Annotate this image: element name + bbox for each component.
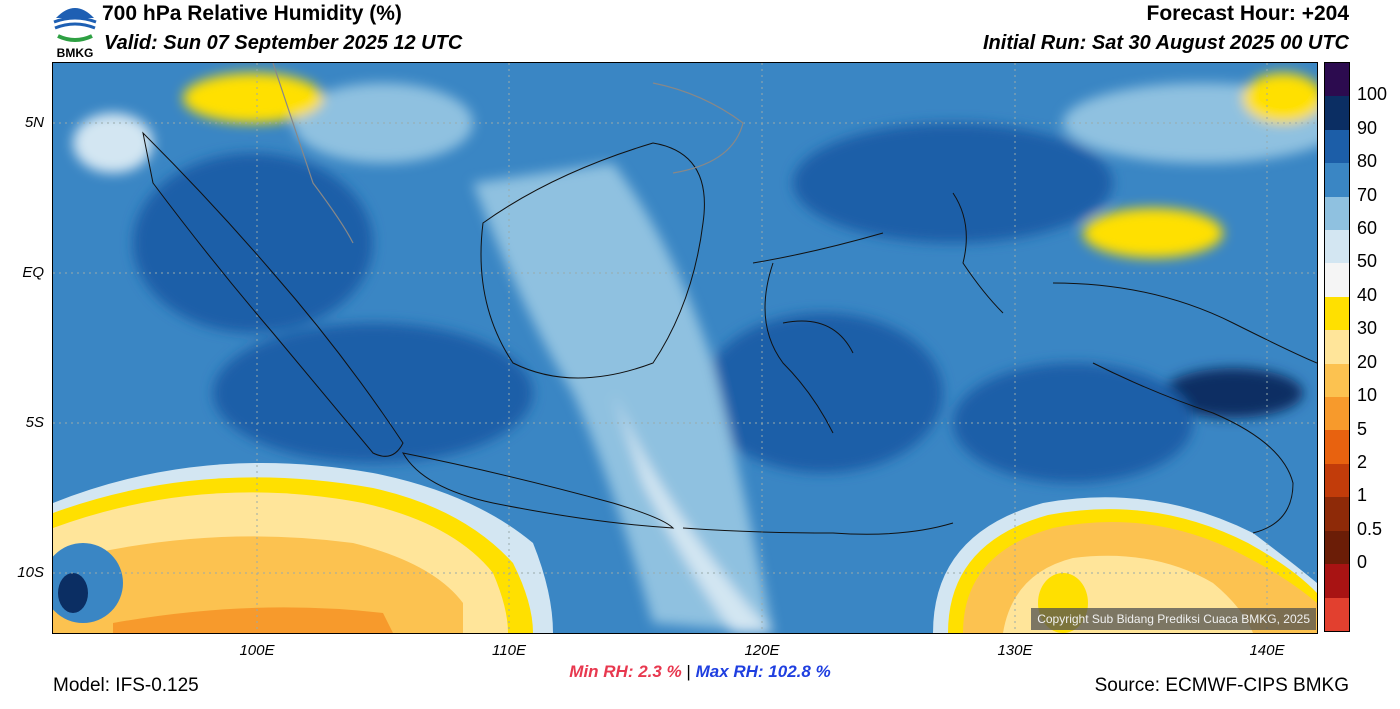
- colorbar-segment: [1325, 330, 1349, 364]
- lon-label-120e: 120E: [744, 642, 780, 659]
- colorbar-segment: [1325, 96, 1349, 130]
- colorbar-segment: [1325, 564, 1349, 598]
- colorbar-label: 5: [1357, 418, 1368, 439]
- copyright-note: Copyright Sub Bidang Prediksi Cuaca BMKG…: [1031, 608, 1316, 630]
- nusa-tenggara-outline: [682, 522, 954, 535]
- colorbar-label: 60: [1357, 218, 1378, 239]
- min-rh: Min RH: 2.3 %: [569, 662, 682, 681]
- colorbar-segment: [1325, 430, 1349, 464]
- colorbar-label: 0.5: [1357, 518, 1383, 539]
- sulawesi-outline: [752, 232, 884, 434]
- lat-label-10s: 10S: [17, 564, 44, 581]
- colorbar-label: 30: [1357, 318, 1378, 339]
- bmkg-logo: BMKG: [50, 0, 100, 60]
- colorbar-segment: [1325, 196, 1349, 231]
- papua-outline: [1052, 282, 1317, 534]
- lon-label-110e: 110E: [492, 642, 526, 659]
- colorbar-label: 1: [1357, 485, 1368, 506]
- colorbar-label: 80: [1357, 151, 1378, 172]
- colorbar-label: 20: [1357, 351, 1378, 372]
- colorbar-segment: [1325, 463, 1349, 498]
- colorbar: [1324, 62, 1350, 632]
- sumatra-outline: [142, 131, 404, 457]
- source-label: Source: ECMWF-CIPS BMKG: [1094, 675, 1349, 696]
- colorbar-segment: [1325, 497, 1349, 531]
- logo-text: BMKG: [57, 46, 94, 60]
- max-rh: Max RH: 102.8 %: [695, 662, 831, 681]
- colorbar-label: 2: [1357, 451, 1368, 472]
- lon-label-140e: 140E: [1249, 642, 1285, 659]
- lon-label-100e: 100E: [239, 642, 275, 659]
- colorbar-label: 10: [1357, 385, 1378, 406]
- colorbar-segment: [1325, 363, 1349, 398]
- colorbar-segment: [1325, 230, 1349, 264]
- colorbar-label: 0: [1357, 552, 1368, 573]
- colorbar-segment: [1325, 530, 1349, 565]
- colorbar-segment: [1325, 129, 1349, 164]
- colorbar-segment: [1325, 296, 1349, 331]
- rh-stats: Min RH: 2.3 % | Max RH: 102.8 %: [0, 662, 1400, 682]
- java-outline: [402, 452, 675, 529]
- humidity-map: [52, 62, 1318, 634]
- colorbar-segment: [1325, 163, 1349, 197]
- halmahera-outline: [952, 192, 1004, 314]
- map-title: 700 hPa Relative Humidity (%): [102, 2, 402, 25]
- colorbar-segment: [1325, 597, 1349, 631]
- colorbar-label: 100: [1357, 84, 1388, 105]
- borneo-outline: [480, 142, 705, 379]
- valid-time: Valid: Sun 07 September 2025 12 UTC: [104, 32, 463, 54]
- lon-label-130e: 130E: [997, 642, 1033, 659]
- lat-label-5s: 5S: [25, 414, 44, 431]
- model-label: Model: IFS-0.125: [53, 675, 199, 696]
- colorbar-label: 90: [1357, 117, 1378, 138]
- initial-run: Initial Run: Sat 30 August 2025 00 UTC: [982, 32, 1349, 54]
- colorbar-label: 40: [1357, 284, 1378, 305]
- colorbar-segment: [1325, 263, 1349, 297]
- stats-separator: |: [686, 662, 691, 681]
- lat-label-eq: EQ: [22, 264, 44, 281]
- forecast-hour: Forecast Hour: +204: [1146, 2, 1350, 25]
- colorbar-label: 50: [1357, 251, 1378, 272]
- colorbar-label: 70: [1357, 184, 1378, 205]
- colorbar-segment: [1325, 397, 1349, 431]
- lat-label-5n: 5N: [24, 114, 44, 131]
- colorbar-segment: [1325, 63, 1349, 97]
